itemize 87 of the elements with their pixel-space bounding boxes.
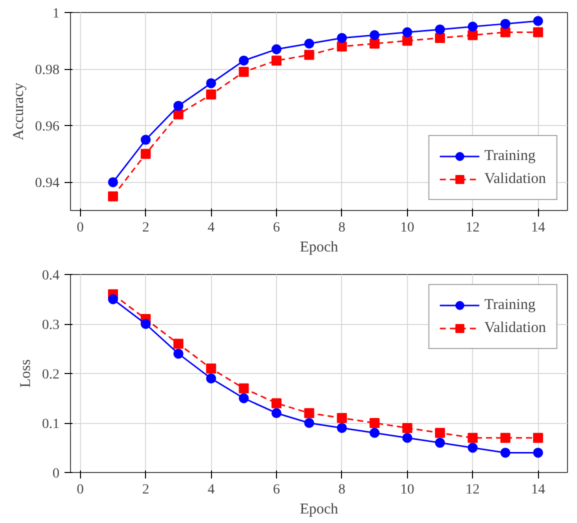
point [173,338,184,349]
point [500,448,510,458]
point [206,373,216,384]
y-tick-label: 0.4 [42,268,60,284]
y-tick-label: 0 [52,466,60,482]
x-tick-label: 14 [531,220,546,236]
x-tick-label: 4 [208,220,215,236]
x-tick-label: 10 [400,482,414,498]
point [271,56,282,66]
x-tick-label: 14 [531,482,546,498]
point [206,78,216,88]
point [434,428,445,438]
point [206,364,216,374]
x-axis-title: Epoch [300,502,339,518]
point [370,418,380,428]
point [434,438,445,448]
y-tick-label: 1 [52,6,60,22]
legend-label: Training [484,296,536,314]
x-tick-label: 8 [338,220,346,236]
point [271,408,282,418]
point [468,30,478,40]
y-tick-label: 0.1 [42,417,60,432]
x-tick-label: 10 [400,220,414,236]
x-tick-label: 0 [76,220,84,236]
x-tick-label: 2 [142,482,150,498]
point [402,27,412,38]
x-axis-title: Epoch [300,240,339,256]
y-tick-label: 0.96 [35,120,60,135]
point [434,32,445,43]
point [336,41,347,52]
point [304,408,314,418]
y-tick-label: 0.94 [35,176,60,192]
y-tick-label: 0.3 [42,318,60,333]
point [304,38,314,49]
legend-label: Validation [484,170,546,188]
point [500,432,510,443]
point [370,38,380,49]
point [533,27,544,38]
y-tick-label: 0.2 [42,368,60,382]
point [173,100,184,111]
point [468,442,478,453]
point [108,191,118,202]
point [140,148,151,159]
point [238,66,249,77]
point [238,393,249,404]
point [173,348,184,359]
point [304,50,314,60]
point [140,134,151,145]
point [336,422,347,433]
point [402,422,412,433]
point [533,432,544,443]
point [304,418,314,428]
point [271,398,282,408]
x-tick-label: 0 [76,482,84,498]
point [173,109,184,120]
point [108,177,118,188]
point [370,428,380,438]
point [140,319,151,329]
point [402,432,412,443]
point [238,56,249,66]
point [206,90,216,100]
point [402,36,412,46]
x-tick-label: 8 [338,482,346,498]
point [271,44,282,54]
point [370,30,380,40]
x-tick-label: 6 [272,220,280,236]
x-tick-label: 6 [272,482,280,498]
point [468,22,478,32]
x-tick-label: 2 [142,220,150,236]
legend-label: Training [484,148,536,164]
y-axis-title: Accuracy [11,82,27,140]
x-tick-label: 4 [208,482,215,498]
point [336,413,347,424]
y-tick-label: 0.98 [35,63,60,78]
x-tick-label: 12 [466,482,480,498]
point [468,432,478,443]
point [500,18,510,29]
point [500,27,510,38]
point [336,32,347,43]
point [533,16,544,26]
y-axis-title: Loss [18,359,34,388]
point [533,448,544,458]
point [238,383,249,394]
x-tick-label: 12 [466,220,480,236]
legend-label: Validation [484,320,546,336]
point [108,294,118,304]
point [434,24,445,34]
